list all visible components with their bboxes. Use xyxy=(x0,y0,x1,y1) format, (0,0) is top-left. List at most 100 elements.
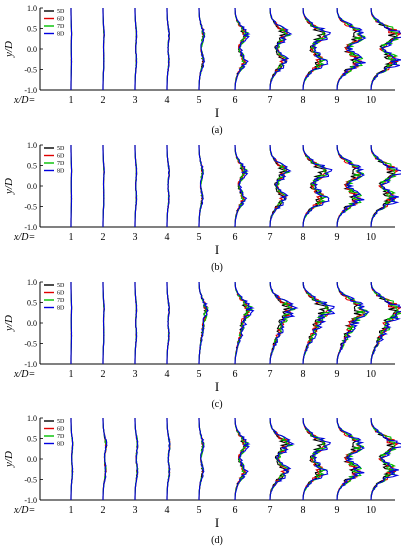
y-axis-label: y/D xyxy=(3,41,15,58)
chart-panel: 1.0 0.5 0.0 -0.5 -1.0 y/D x/D= 1 2 3 4 5 6 7 8 9 10 I (d) 5… xyxy=(3,414,401,546)
legend-label: 8D xyxy=(57,169,65,175)
profile-line xyxy=(70,282,73,364)
x-station-label: 6 xyxy=(233,232,238,243)
x-station-label: 5 xyxy=(197,232,202,243)
profile-line xyxy=(336,417,366,501)
legend-label: 6D xyxy=(57,154,65,160)
y-tick-label: -0.5 xyxy=(24,476,37,485)
y-axis-label: y/D xyxy=(3,178,15,195)
profile-line xyxy=(370,7,401,91)
y-axis-label: y/D xyxy=(3,315,15,332)
x-station-label: 1 xyxy=(69,505,74,516)
legend-label: 5D xyxy=(57,146,65,152)
y-tick-label: 0.5 xyxy=(27,162,37,171)
x-station-label: 7 xyxy=(268,95,273,106)
y-tick-label: 1.0 xyxy=(27,141,37,150)
y-tick-label: -1.0 xyxy=(24,223,37,232)
y-tick-label: 1.0 xyxy=(27,278,37,287)
x-station-label: 10 xyxy=(366,369,376,380)
y-tick-label: 0.0 xyxy=(27,182,37,191)
x-station-label: 2 xyxy=(101,505,106,516)
profile-line xyxy=(134,417,139,501)
chart-panel: 1.0 0.5 0.0 -0.5 -1.0 y/D x/D= 1 2 3 4 5 6 7 8 9 10 I (c) 5… xyxy=(3,278,401,410)
y-tick-label: 0.0 xyxy=(27,455,37,464)
panel-caption: (b) xyxy=(211,262,223,273)
profile-line xyxy=(234,281,255,365)
x-station-label: 10 xyxy=(366,95,376,106)
profile-line xyxy=(102,8,105,90)
profile-line xyxy=(234,417,251,501)
x-station-label: 4 xyxy=(165,95,170,106)
x-station-label: 4 xyxy=(165,369,170,380)
y-tick-label: 0.5 xyxy=(27,25,37,34)
x-station-label: 9 xyxy=(335,232,340,243)
x-station-label: 3 xyxy=(133,369,138,380)
profile-line xyxy=(70,145,73,227)
x-station-label: 5 xyxy=(197,95,202,106)
x-station-label: 4 xyxy=(165,505,170,516)
y-tick-label: -0.5 xyxy=(24,340,37,349)
legend-label: 7D xyxy=(57,24,65,30)
profile-line xyxy=(198,418,205,501)
x-station-label: 10 xyxy=(366,505,376,516)
legend-label: 6D xyxy=(57,17,65,23)
y-tick-label: 1.0 xyxy=(27,4,37,13)
x-station-label: 9 xyxy=(335,95,340,106)
legend-label: 6D xyxy=(57,291,65,297)
x-station-label: 6 xyxy=(233,505,238,516)
x-station-label: 5 xyxy=(197,505,202,516)
profile-line xyxy=(302,7,331,91)
profile-line xyxy=(302,144,333,228)
legend-label: 7D xyxy=(57,434,65,440)
x-station-label: 3 xyxy=(133,95,138,106)
x-station-label: 3 xyxy=(133,232,138,243)
y-tick-label: 0.5 xyxy=(27,299,37,308)
profile-line xyxy=(134,144,138,227)
profile-line xyxy=(302,417,331,501)
y-tick-label: -1.0 xyxy=(24,496,37,505)
profile-line xyxy=(269,281,299,365)
x-station-label: 8 xyxy=(301,232,306,243)
y-tick-label: 0.0 xyxy=(27,319,37,328)
x-station-label: 6 xyxy=(233,369,238,380)
x-station-label: 8 xyxy=(301,505,306,516)
legend-label: 8D xyxy=(57,306,65,312)
profile-line xyxy=(166,7,171,91)
legend-label: 5D xyxy=(57,9,65,15)
profile-line xyxy=(336,144,366,228)
x-station-label: 7 xyxy=(268,505,273,516)
profile-line xyxy=(269,7,293,91)
y-tick-label: -0.5 xyxy=(24,203,37,212)
profile-line xyxy=(302,417,326,501)
profile-line xyxy=(102,417,108,501)
x-axis-label: I xyxy=(215,515,219,530)
x-station-label: 10 xyxy=(366,232,376,243)
x-axis-label: I xyxy=(215,105,219,120)
panel-caption: (d) xyxy=(211,535,223,546)
x-station-label: 5 xyxy=(197,369,202,380)
profile-line xyxy=(70,8,73,90)
profile-line xyxy=(134,281,138,364)
legend-label: 5D xyxy=(57,419,65,425)
x-station-label: 9 xyxy=(335,369,340,380)
profile-line xyxy=(70,417,74,500)
profile-line xyxy=(234,144,249,228)
chart-panel: 1.0 0.5 0.0 -0.5 -1.0 y/D x/D= 1 2 3 4 5 6 7 8 9 10 I (a) 5… xyxy=(3,4,401,136)
x-station-label: 3 xyxy=(133,505,138,516)
legend-label: 5D xyxy=(57,283,65,289)
legend-label: 8D xyxy=(57,442,65,448)
x-station-label: 4 xyxy=(165,232,170,243)
legend-label: 7D xyxy=(57,161,65,167)
panel-caption: (c) xyxy=(211,399,222,410)
profile-line xyxy=(370,281,401,365)
profile-line xyxy=(198,145,205,228)
x-station-label: 1 xyxy=(69,232,74,243)
panel-caption: (a) xyxy=(211,125,222,136)
y-tick-label: 0.0 xyxy=(27,45,37,54)
profile-line xyxy=(166,281,171,365)
x-prefix-label: x/D= xyxy=(13,369,35,380)
profile-line xyxy=(336,281,370,365)
x-station-label: 1 xyxy=(69,369,74,380)
legend-label: 6D xyxy=(57,427,65,433)
profile-line xyxy=(302,281,330,365)
